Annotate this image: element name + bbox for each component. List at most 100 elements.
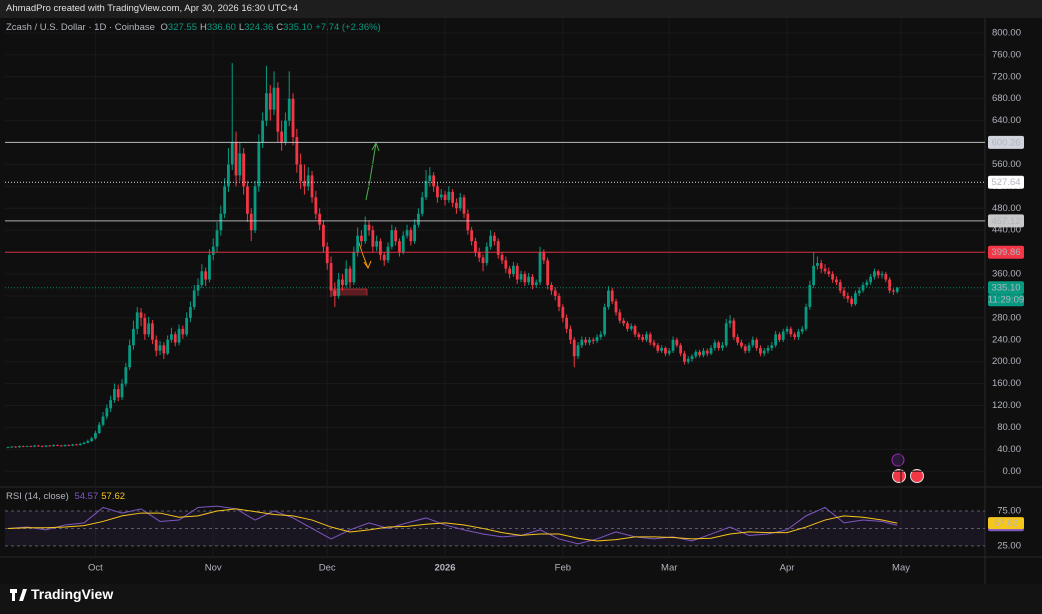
candle-body	[25, 446, 29, 447]
footer	[0, 584, 1042, 614]
candle-body	[367, 224, 371, 231]
x-tick-label: Apr	[780, 563, 795, 574]
drawings	[332, 141, 380, 297]
candle-body	[151, 323, 154, 340]
candle-body	[185, 317, 189, 335]
candle-body	[432, 175, 436, 187]
candle-body	[253, 186, 257, 231]
candle-body	[466, 213, 470, 231]
candle-body	[819, 263, 823, 269]
candle-body	[455, 202, 458, 209]
candle-body	[531, 276, 534, 286]
candle-body	[857, 290, 861, 294]
candle-body	[865, 282, 869, 286]
candle-body	[436, 186, 439, 198]
candle-body	[276, 87, 280, 132]
candle-body	[451, 191, 455, 203]
y-tick-label: 0.00	[1003, 466, 1022, 477]
candle-body	[428, 175, 432, 181]
candle-body	[816, 263, 819, 266]
y-tick-label: 75.00	[997, 505, 1021, 516]
candle-body	[702, 350, 705, 356]
candle-body	[371, 230, 375, 247]
candle-body	[884, 274, 888, 280]
candle-body	[588, 339, 591, 343]
candle-body	[732, 320, 736, 338]
candle-body	[299, 164, 303, 181]
candle-body	[800, 328, 804, 332]
labels: Oct Nov Dec 2026 Feb Mar Apr May 0.00 40.00 80.00 1…	[88, 27, 1024, 573]
candle-body	[238, 153, 242, 176]
candle-body	[892, 290, 895, 292]
candle-body	[698, 351, 702, 356]
candle-body	[633, 326, 637, 335]
candle-body	[63, 445, 67, 447]
y-tick-label: 280.00	[992, 312, 1021, 323]
candle-body	[778, 334, 781, 340]
candle-body	[29, 446, 33, 447]
candle-body	[280, 131, 284, 143]
candle-body	[261, 120, 265, 143]
candle-body	[196, 285, 200, 291]
candle-body	[94, 432, 97, 439]
candle-body	[10, 446, 14, 448]
candle-body	[223, 186, 227, 214]
y-tick-label: 160.00	[992, 378, 1021, 389]
candle-body	[724, 323, 728, 346]
y-tick-label: 25.00	[997, 540, 1021, 551]
candle-body	[71, 444, 75, 446]
change: +7.74 (+2.36%)	[315, 22, 381, 33]
candle-body	[713, 342, 717, 349]
countdown: 11:29:09	[988, 295, 1024, 306]
candle-body	[59, 445, 63, 447]
candle-body	[18, 446, 21, 448]
candle-body	[424, 180, 428, 198]
candle-body	[774, 334, 778, 346]
candle-body	[33, 445, 37, 447]
candle-body	[458, 197, 462, 209]
candle-body	[272, 87, 276, 110]
candle-body	[641, 337, 645, 340]
rsi-line	[8, 508, 898, 542]
candle-body	[215, 230, 219, 247]
candle-body	[158, 345, 162, 351]
candle-body	[405, 230, 409, 236]
candle-body	[356, 235, 360, 253]
level-label: 399.86	[991, 247, 1020, 258]
candle-body	[607, 290, 610, 307]
candle-body	[854, 293, 857, 305]
candle-body	[208, 254, 211, 280]
candle-body	[584, 339, 588, 343]
candle-body	[268, 93, 272, 110]
y-tick-label: 480.00	[992, 203, 1021, 214]
candle-body	[888, 279, 892, 291]
candle-body	[78, 443, 82, 446]
y-tick-label: 360.00	[992, 269, 1021, 280]
candle-body	[648, 334, 652, 343]
candle-body	[242, 153, 246, 187]
level-label-box	[988, 175, 1024, 189]
candle-body	[793, 334, 797, 338]
candle-body	[838, 282, 842, 291]
candle-body	[143, 317, 147, 335]
x-tick-label: Oct	[88, 563, 103, 574]
candle-body	[21, 446, 25, 447]
candle-body	[265, 93, 268, 121]
candle-body	[671, 339, 675, 351]
ohlc-value: 327.55	[167, 22, 197, 33]
candle-body	[181, 328, 185, 335]
x-tick-label: Dec	[319, 563, 336, 574]
rsi-legend-value: 57.62	[101, 491, 126, 502]
candle-body	[637, 334, 641, 338]
candle-body	[52, 445, 56, 447]
candle-body	[523, 274, 527, 283]
ohlc-letter: L	[238, 22, 245, 33]
y-tick-label: 720.00	[992, 71, 1021, 82]
candle-body	[572, 339, 576, 357]
drawing-arrow	[365, 142, 377, 201]
candle-body	[344, 268, 348, 286]
candle-body	[496, 241, 500, 255]
candle-body	[348, 268, 352, 283]
drawing-arrow-head	[363, 260, 372, 270]
level-label-box	[988, 245, 1024, 259]
